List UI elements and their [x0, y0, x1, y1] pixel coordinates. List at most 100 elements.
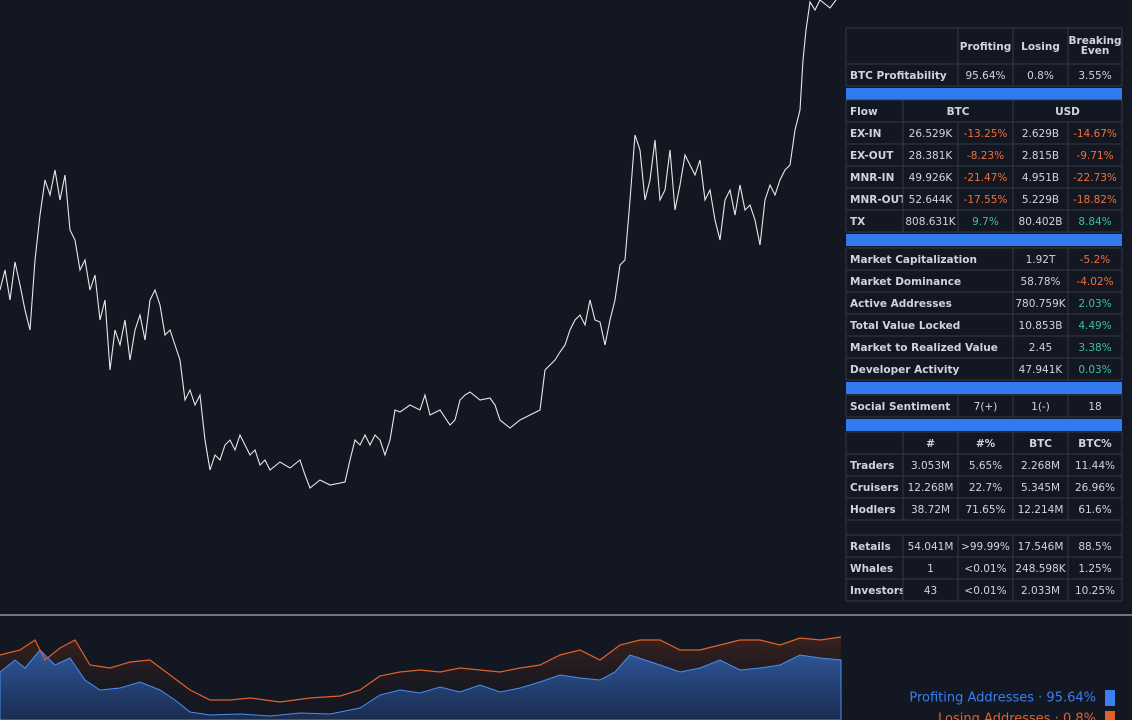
losing-line: [0, 636, 842, 703]
table-cell-text: Developer Activity: [850, 364, 960, 376]
table-cell-text: EX-OUT: [850, 150, 894, 162]
table-cell-text: -4.02%: [1076, 276, 1113, 288]
table-cell-text: 4.49%: [1078, 320, 1111, 332]
table-cell-text: 5.345M: [1021, 482, 1060, 494]
profiting-area: [0, 649, 842, 720]
table-cell-text: 0.03%: [1078, 364, 1111, 376]
table-cell-text: 80.402B: [1019, 216, 1063, 228]
table-cell-text: 12.214M: [1018, 504, 1064, 516]
table-cell-text: 43: [924, 585, 937, 597]
stats-table: Profiting Losing Breaking Even BTC Profitabi…: [845, 27, 1123, 602]
table-cell: [1067, 578, 1123, 602]
section-divider: [846, 88, 1122, 100]
header-line: Even: [1081, 45, 1110, 57]
table-cell-text: -5.2%: [1080, 254, 1110, 266]
table-cell-text: >99.99%: [961, 541, 1010, 553]
table-cell-text: 3.053M: [911, 460, 950, 472]
section-divider: [846, 234, 1122, 246]
table-header-text: Breaking Even: [1069, 35, 1122, 57]
table-cell-text: 2.45: [1029, 342, 1052, 354]
table-cell: [1067, 357, 1123, 381]
table-cell-text: <0.01%: [964, 563, 1006, 575]
table-cell-text: 26.529K: [909, 128, 954, 140]
table-cell-text: -13.25%: [964, 128, 1008, 140]
table-cell-text: 2.03%: [1078, 298, 1111, 310]
table-cell-text: Retails: [850, 541, 891, 553]
table-cell-text: -22.73%: [1073, 172, 1117, 184]
table-cell-text: 17.546M: [1018, 541, 1064, 553]
table-cell-text: 22.7%: [969, 482, 1002, 494]
table-cell-text: 61.6%: [1078, 504, 1111, 516]
table-cell-text: <0.01%: [964, 585, 1006, 597]
table-cell-text: 1(-): [1031, 401, 1050, 413]
table-cell-text: -9.71%: [1076, 150, 1113, 162]
table-cell-text: 4.951B: [1022, 172, 1059, 184]
table-cell-text: -21.47%: [964, 172, 1008, 184]
table-cell: [845, 27, 959, 65]
price-line: [0, 0, 837, 489]
table-cell-text: Market Capitalization: [850, 254, 977, 266]
legend-profiting: Profiting Addresses · 95.64%: [909, 691, 1096, 706]
table-cell-text: BTC Profitability: [850, 70, 947, 82]
table-cell-text: 18: [1088, 401, 1101, 413]
table-cell-text: 58.78%: [1020, 276, 1060, 288]
table-header-text: Profiting: [960, 41, 1011, 53]
table-header-text: Losing: [1021, 41, 1060, 53]
table-cell-text: -14.67%: [1073, 128, 1117, 140]
table-header-text: BTC: [947, 106, 970, 118]
table-cell-text: 0.8%: [1027, 70, 1054, 82]
table-cell-text: MNR-OUT: [850, 194, 907, 206]
table-cell: [1067, 63, 1123, 87]
table-cell-text: 248.598K: [1015, 563, 1066, 575]
table-cell-text: 95.64%: [965, 70, 1005, 82]
table-cell-text: 49.926K: [909, 172, 954, 184]
table-cell-text: 2.815B: [1022, 150, 1059, 162]
table-cell-text: 8.84%: [1078, 216, 1111, 228]
table-cell-text: Flow: [850, 106, 878, 118]
table-cell-text: -17.55%: [964, 194, 1008, 206]
table-header-text: BTC: [1029, 438, 1052, 450]
table-cell-text: 10.853B: [1019, 320, 1063, 332]
table-cell-text: MNR-IN: [850, 172, 894, 184]
table-cell-text: 780.759K: [1015, 298, 1066, 310]
table-cell-text: 28.381K: [909, 150, 954, 162]
table-cell-text: Market to Realized Value: [850, 342, 998, 354]
table-cell-text: 5.65%: [969, 460, 1002, 472]
table-header-text: #: [926, 438, 935, 450]
table-cell-text: 2.268M: [1021, 460, 1060, 472]
table-cell-text: 38.72M: [911, 504, 950, 516]
table-cell-text: Hodlers: [850, 504, 896, 516]
table-cell-text: 10.25%: [1075, 585, 1115, 597]
table-cell-text: -8.23%: [967, 150, 1004, 162]
table-cell-text: 9.7%: [972, 216, 999, 228]
legend-swatch: [1105, 690, 1115, 706]
table-cell: [1067, 394, 1123, 418]
table-cell-text: 71.65%: [965, 504, 1005, 516]
legend-swatch: [1105, 711, 1115, 720]
table-cell-text: 5.229B: [1022, 194, 1059, 206]
section-divider: [846, 382, 1122, 394]
table-cell-text: Investors: [850, 585, 905, 597]
table-cell-text: 12.268M: [908, 482, 954, 494]
table-cell-text: Market Dominance: [850, 276, 961, 288]
table-cell-text: 1.92T: [1026, 254, 1056, 266]
table-cell-text: TX: [850, 216, 865, 228]
table-cell-text: -18.82%: [1073, 194, 1117, 206]
table-cell-text: Social Sentiment: [850, 401, 950, 413]
table-cell: [1067, 209, 1123, 233]
table-cell-text: 7(+): [974, 401, 998, 413]
table-cell-text: 88.5%: [1078, 541, 1111, 553]
table-cell-text: 52.644K: [909, 194, 954, 206]
table-header-text: USD: [1055, 106, 1080, 118]
table-cell-text: 1: [927, 563, 934, 575]
table-cell-text: 2.629B: [1022, 128, 1059, 140]
header-line: Breaking: [1069, 35, 1122, 47]
table-cell: [845, 431, 904, 455]
table-cell-text: 54.041M: [908, 541, 954, 553]
table-cell-text: 3.55%: [1078, 70, 1111, 82]
table-cell-text: 11.44%: [1075, 460, 1115, 472]
table-cell-text: EX-IN: [850, 128, 881, 140]
table-cell-text: 26.96%: [1075, 482, 1115, 494]
